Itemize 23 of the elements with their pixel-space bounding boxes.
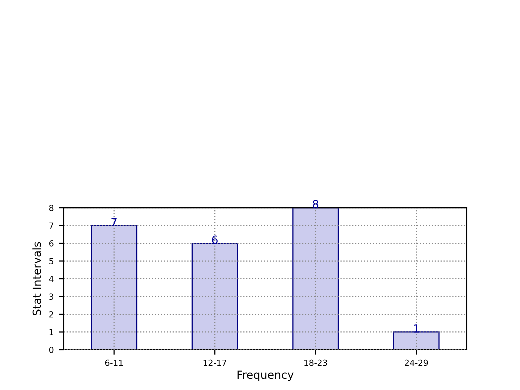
y-tick-label: 7	[50, 222, 54, 229]
bar	[393, 332, 440, 350]
data-label: 8	[313, 200, 319, 209]
y-tick-label: 6	[50, 240, 54, 247]
bar	[91, 225, 138, 350]
y-tick-label: 2	[50, 311, 54, 318]
y-tick-label: 0	[49, 346, 54, 354]
data-label: 7	[112, 218, 117, 226]
y-tick-label: 1	[50, 329, 54, 336]
bar	[192, 242, 238, 350]
bar	[292, 208, 340, 350]
y-tick-label: 5	[50, 258, 54, 265]
x-tick-label: 24-29	[405, 360, 428, 366]
data-label: 1	[414, 324, 420, 333]
y-tick-label: 4	[49, 276, 54, 282]
data-label: 6	[212, 236, 218, 244]
y-tick-label: 8	[50, 205, 54, 212]
y-tick-label: 3	[50, 294, 54, 300]
y-axis-title: Stat Intervals	[32, 242, 42, 316]
x-tick-label: 6-11	[105, 360, 124, 366]
x-axis-title: Frequency	[238, 370, 294, 382]
x-tick-label: 12-17	[204, 360, 226, 366]
x-tick-label: 18-23	[304, 360, 328, 366]
